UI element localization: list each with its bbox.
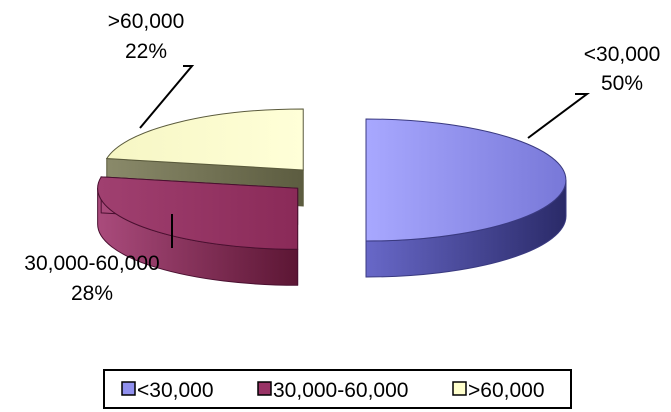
data-label-value-2: 22% <box>125 40 167 63</box>
legend-label-0: <30,000 <box>137 379 214 402</box>
leader-line-2 <box>139 65 195 129</box>
legend-swatch-1 <box>257 381 272 396</box>
legend-swatch-2 <box>452 381 467 396</box>
data-label-name-1: 30,000-60,000 <box>24 252 159 275</box>
legend-swatch-0 <box>121 381 136 396</box>
leader-line-0 <box>527 93 591 139</box>
data-labels: <30,000 50% 30,000-60,000 28% >60,000 22% <box>24 10 660 305</box>
pie-slice-0 <box>365 118 567 278</box>
legend: <30,000 30,000-60,000 >60,000 <box>103 369 572 409</box>
pie-slice-1 <box>97 176 299 286</box>
pie-slices <box>97 108 567 286</box>
pie-slice-top-0 <box>365 118 567 242</box>
data-label-name-0: <30,000 <box>584 43 661 66</box>
data-label-name-2: >60,000 <box>108 10 185 33</box>
data-label-value-0: 50% <box>601 72 643 95</box>
legend-box <box>103 369 572 409</box>
legend-label-1: 30,000-60,000 <box>273 379 408 402</box>
legend-label-2: >60,000 <box>468 379 545 402</box>
pie-slice-top-1 <box>97 176 299 250</box>
pie-slice-top-2 <box>105 108 304 171</box>
data-label-value-1: 28% <box>71 282 113 305</box>
